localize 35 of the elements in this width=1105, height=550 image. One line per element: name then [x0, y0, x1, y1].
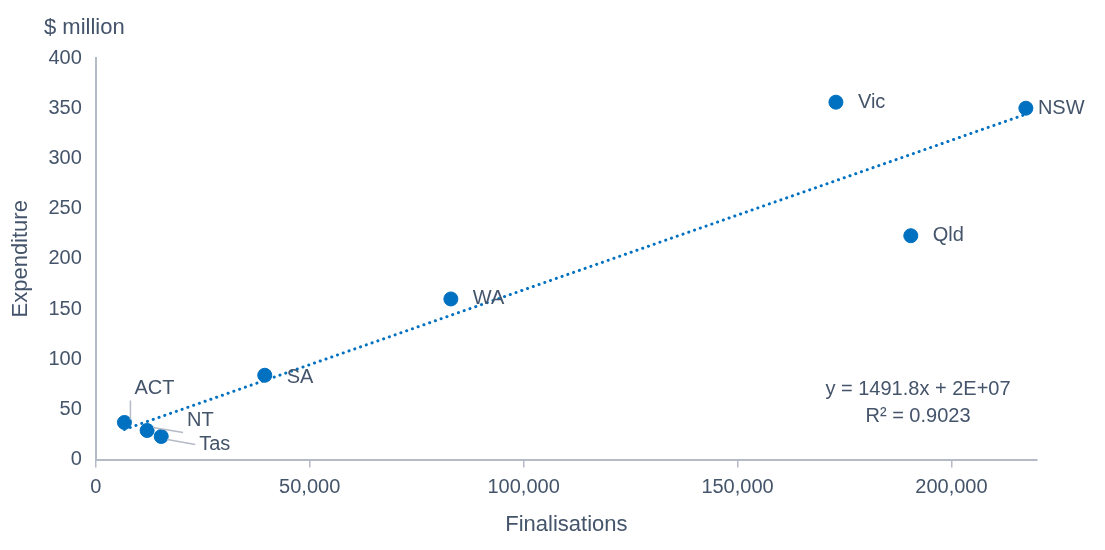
x-tick-label: 0 [90, 475, 102, 498]
annotation: y = 1491.8x + 2E+07 [825, 376, 1011, 399]
x-tick-label: 50,000 [279, 475, 341, 498]
point [116, 414, 132, 430]
point [139, 422, 155, 438]
y-tick-label: 250 [48, 196, 82, 219]
x-axis-title: Finalisations [505, 510, 628, 536]
annotation: NT [187, 408, 214, 430]
x-tick-label: 200,000 [915, 475, 988, 498]
y-axis-title: Expenditure [7, 200, 33, 318]
annotation: R² = 0.9023 [865, 403, 971, 426]
y-tick-label: 350 [48, 95, 82, 118]
annotation: Vic [857, 89, 886, 112]
x-tick-label: 100,000 [487, 475, 560, 498]
x-tick-label: 150,000 [701, 475, 774, 498]
annotation: NSW [1037, 95, 1085, 118]
y-tick-label: 150 [48, 296, 82, 319]
y-tick-label: 50 [59, 396, 82, 419]
point [257, 367, 273, 383]
text: $ million [44, 14, 125, 40]
annotation: WA [472, 286, 505, 309]
y-tick-label: 0 [70, 447, 82, 470]
y-tick-label: 100 [48, 346, 82, 369]
y-tick-label: 400 [48, 45, 82, 68]
annotation: SA [286, 364, 315, 387]
y-tick-label: 300 [48, 145, 82, 168]
annotation: ACT [134, 375, 175, 398]
point [828, 94, 844, 110]
annotation: Tas [199, 432, 231, 455]
point [153, 429, 169, 445]
y-tick-label: 200 [48, 246, 82, 269]
annotation: Qld [932, 223, 964, 246]
point [903, 228, 919, 244]
point [443, 291, 459, 307]
point [1018, 100, 1034, 116]
